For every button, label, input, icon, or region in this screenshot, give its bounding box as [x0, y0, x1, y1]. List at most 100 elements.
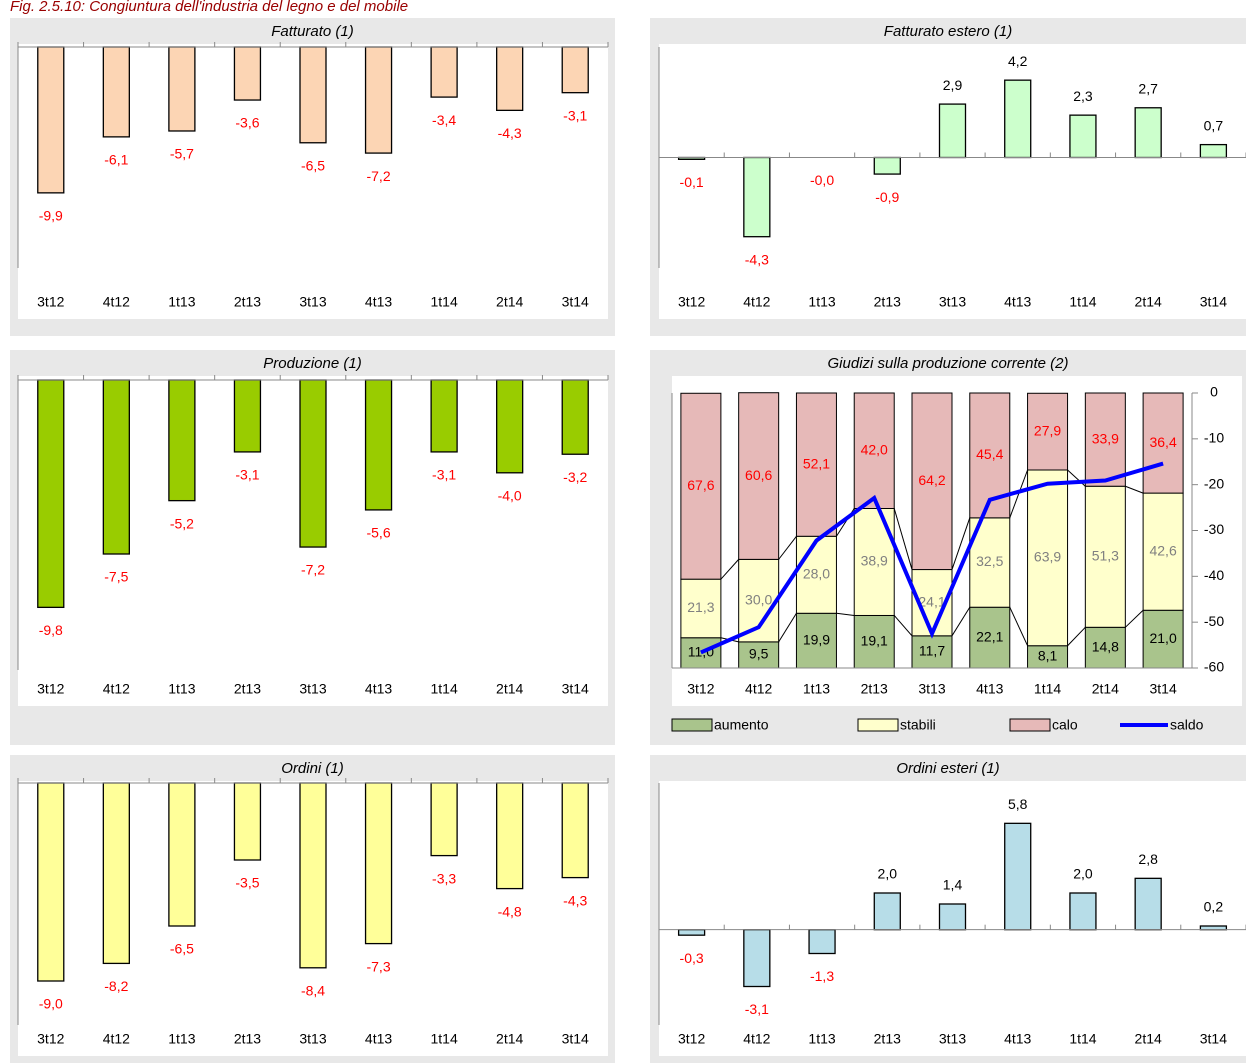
value-label: 60,6 — [745, 467, 772, 483]
value-label: 21,3 — [687, 599, 714, 615]
x-tick-label: 1t13 — [168, 681, 195, 697]
value-label: -7,2 — [301, 562, 325, 578]
x-tick-label: 1t14 — [430, 681, 457, 697]
bar — [808, 929, 836, 955]
bar — [299, 46, 327, 144]
chart-title: Giudizi sulla produzione corrente (2) — [828, 355, 1069, 372]
bar — [102, 782, 130, 965]
x-tick-label: 3t14 — [562, 294, 589, 310]
bar — [233, 782, 262, 861]
value-label: 2,0 — [878, 866, 898, 882]
chart-title: Ordini esteri (1) — [896, 760, 999, 777]
value-label: 33,9 — [1092, 430, 1119, 446]
x-tick-label: 3t12 — [37, 1031, 64, 1047]
value-label: -0,1 — [680, 174, 704, 190]
bar-segment — [1084, 392, 1126, 487]
x-tick-label: 3t12 — [37, 294, 64, 310]
bar — [364, 782, 393, 945]
x-tick-label: 3t14 — [1200, 294, 1227, 310]
x-tick-label: 1t14 — [1069, 294, 1096, 310]
x-tick-label: 4t12 — [743, 294, 770, 310]
value-label: -8,2 — [104, 978, 128, 994]
value-label: 11,7 — [919, 643, 945, 659]
value-label: -7,2 — [366, 168, 390, 184]
bar — [168, 782, 196, 927]
x-tick-label: 3t14 — [562, 681, 589, 697]
x-tick-label: 3t13 — [299, 294, 326, 310]
x-tick-label: 3t13 — [939, 1031, 966, 1047]
value-label: 45,4 — [976, 446, 1003, 462]
x-tick-label: 4t13 — [365, 294, 392, 310]
value-label: -3,4 — [432, 112, 456, 128]
bar — [873, 892, 901, 931]
value-label: -7,3 — [366, 958, 390, 974]
value-label: 28,0 — [803, 565, 830, 581]
value-label: -3,1 — [235, 467, 259, 483]
value-label: 42,0 — [861, 441, 888, 457]
value-label: -6,5 — [170, 941, 194, 957]
series-line — [1009, 469, 1029, 519]
value-label: -0,3 — [680, 950, 704, 966]
legend-label: saldo — [1170, 717, 1204, 733]
bar — [364, 379, 393, 511]
x-tick-label: 1t14 — [430, 1031, 457, 1047]
value-label: -3,3 — [432, 870, 456, 886]
value-label: 51,3 — [1092, 547, 1119, 563]
value-label: -3,1 — [745, 1001, 769, 1017]
bar — [168, 46, 196, 132]
y2-tick-label: -20 — [1204, 475, 1224, 491]
series-line — [778, 613, 797, 643]
bar — [496, 379, 524, 474]
bar-segment — [1142, 492, 1184, 611]
x-tick-label: 1t14 — [430, 294, 457, 310]
bar — [561, 46, 589, 94]
x-tick-label: 4t12 — [743, 1031, 770, 1047]
x-tick-label: 4t13 — [1004, 294, 1031, 310]
bar — [37, 46, 65, 194]
series-line — [1125, 485, 1144, 494]
value-label: 67,6 — [687, 477, 714, 493]
value-label: 0,7 — [1204, 117, 1224, 133]
y2-tick-label: -60 — [1204, 659, 1224, 675]
bar-segment — [795, 392, 837, 537]
x-tick-label: 2t14 — [496, 294, 523, 310]
bar — [102, 379, 130, 555]
value-label: -4,0 — [498, 488, 522, 504]
bar — [1004, 79, 1032, 159]
bar-segment — [795, 612, 837, 669]
y2-tick-label: 0 — [1210, 384, 1218, 400]
x-tick-label: 1t13 — [808, 294, 835, 310]
x-tick-label: 3t12 — [678, 294, 705, 310]
bar — [430, 782, 458, 857]
value-label: 27,9 — [1034, 422, 1061, 438]
series-line — [893, 508, 913, 570]
bar — [233, 46, 262, 101]
bar — [743, 929, 771, 988]
bar-segment — [969, 606, 1011, 669]
bar-segment — [853, 614, 895, 669]
value-label: -0,0 — [810, 172, 834, 188]
x-tick-label: 4t13 — [365, 681, 392, 697]
bar — [1004, 822, 1032, 931]
x-tick-label: 4t13 — [365, 1031, 392, 1047]
series-line — [951, 517, 971, 570]
value-label: -3,1 — [563, 107, 587, 123]
value-label: -5,2 — [170, 515, 194, 531]
y2-tick-label: -30 — [1204, 521, 1224, 537]
x-tick-label: 4t12 — [103, 294, 130, 310]
legend-swatch — [1009, 718, 1051, 732]
bar-segment — [853, 392, 895, 509]
value-label: 1,4 — [943, 877, 963, 893]
value-label: -4,3 — [745, 251, 769, 267]
value-label: -4,3 — [498, 125, 522, 141]
series-line — [1124, 609, 1144, 628]
x-tick-label: 2t14 — [496, 681, 523, 697]
x-tick-label: 2t13 — [234, 294, 261, 310]
bar — [873, 156, 901, 175]
bar — [1069, 114, 1097, 159]
bar-segment — [911, 635, 953, 669]
x-tick-label: 3t13 — [299, 681, 326, 697]
x-tick-label: 3t12 — [37, 681, 64, 697]
x-tick-label: 1t13 — [803, 681, 830, 697]
